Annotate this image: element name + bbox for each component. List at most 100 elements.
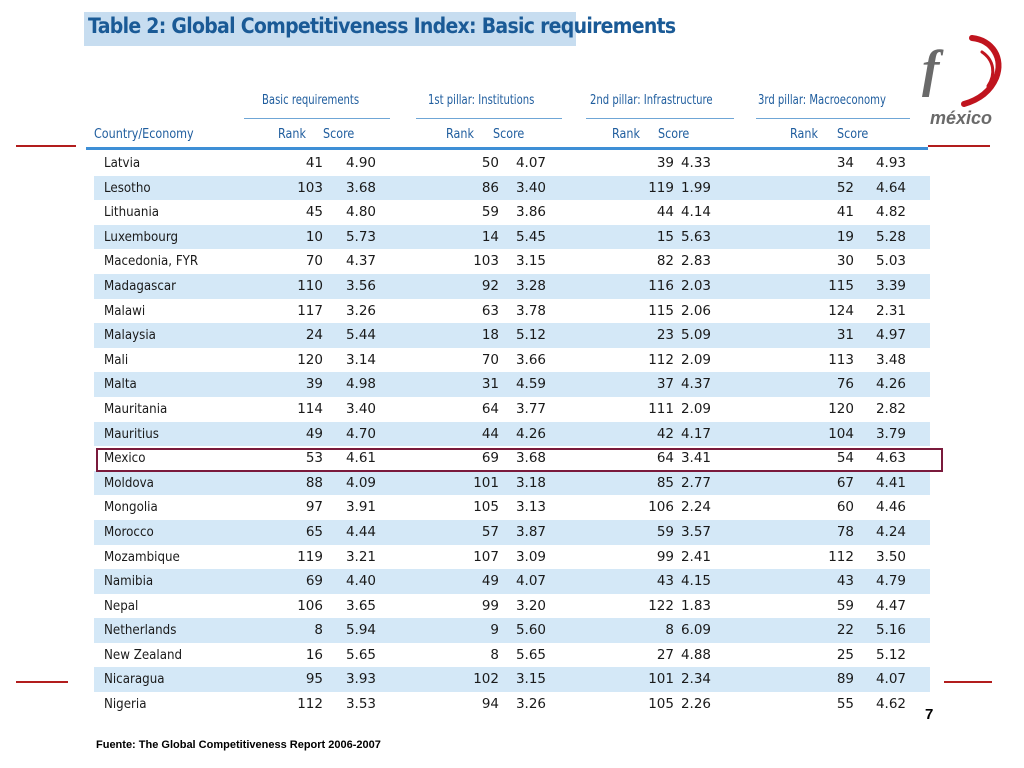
- score-cell: 4.15: [680, 573, 711, 590]
- rank-cell: 78: [836, 523, 854, 540]
- rank-cell: 69: [481, 450, 499, 467]
- score-cell: 2.03: [680, 277, 711, 294]
- title-background: [84, 12, 576, 46]
- score-cell: 4.70: [345, 425, 376, 442]
- table-row: Mexico 53 4.61 69 3.68 64 3.41 54 4.63: [94, 446, 930, 471]
- rank-cell: 44: [481, 425, 499, 442]
- table-row: Malaysia 24 5.44 18 5.12 23 5.09 31 4.97: [94, 323, 930, 348]
- rank-cell: 104: [828, 425, 854, 442]
- decor-line-bottom-right: [944, 681, 992, 683]
- score-cell: 2.82: [875, 400, 906, 417]
- score-cell: 2.83: [680, 253, 711, 270]
- rank-cell: 64: [656, 450, 674, 467]
- table-row: Mali 120 3.14 70 3.66 112 2.09 113 3.48: [94, 348, 930, 373]
- rank-cell: 16: [305, 646, 323, 663]
- table-row: Morocco 65 4.44 57 3.87 59 3.57 78 4.24: [94, 519, 930, 545]
- rank-cell: 97: [305, 499, 323, 516]
- score-cell: 2.06: [680, 302, 711, 319]
- score-cell: 4.26: [875, 376, 906, 393]
- score-cell: 5.03: [875, 253, 906, 270]
- rank-cell: 65: [305, 523, 323, 540]
- score-cell: 4.37: [680, 376, 711, 393]
- rank-cell: 63: [481, 302, 499, 319]
- score-cell: 4.26: [515, 425, 546, 442]
- rank-cell: 122: [648, 597, 674, 614]
- score-cell: 4.14: [680, 204, 711, 221]
- rank-cell: 106: [297, 597, 323, 614]
- country-name: Moldova: [104, 474, 154, 491]
- rank-header-basic: Rank: [278, 127, 306, 142]
- rank-cell: 82: [656, 253, 674, 270]
- rank-cell: 101: [473, 474, 499, 491]
- rank-cell: 120: [297, 351, 323, 368]
- country-name: Mexico: [104, 450, 146, 467]
- score-cell: 5.44: [345, 327, 376, 344]
- rank-cell: 23: [656, 327, 674, 344]
- rank-cell: 105: [648, 696, 674, 713]
- country-name: Nigeria: [104, 696, 147, 713]
- score-cell: 5.73: [345, 228, 376, 245]
- country-name: Mongolia: [104, 499, 158, 516]
- country-name: Madagascar: [104, 277, 177, 294]
- country-name: Macedonia, FYR: [104, 253, 199, 270]
- table-row: Latvia 41 4.90 50 4.07 39 4.33 34 4.93: [94, 151, 930, 176]
- rank-cell: 112: [648, 351, 674, 368]
- score-cell: 3.21: [345, 548, 376, 565]
- country-name: Malta: [104, 376, 137, 393]
- country-name: Namibia: [104, 573, 154, 590]
- score-cell: 3.40: [345, 400, 376, 417]
- score-cell: 1.83: [680, 597, 711, 614]
- source-note: Fuente: The Global Competitiveness Repor…: [96, 739, 381, 751]
- rank-cell: 101: [648, 671, 674, 688]
- rank-cell: 19: [836, 228, 854, 245]
- rank-cell: 41: [836, 204, 854, 221]
- score-cell: 3.26: [345, 302, 376, 319]
- table-row: Nepal 106 3.65 99 3.20 122 1.83 59 4.47: [94, 594, 930, 619]
- score-cell: 3.66: [515, 351, 546, 368]
- score-cell: 3.28: [515, 277, 546, 294]
- score-cell: 4.88: [680, 646, 711, 663]
- table-row: Mauritania 114 3.40 64 3.77 111 2.09 120 2.82: [94, 397, 930, 422]
- rank-cell: 70: [481, 351, 499, 368]
- data-table: Latvia 41 4.90 50 4.07 39 4.33 34 4.93 Lesotho 103…: [94, 151, 930, 717]
- rank-cell: 59: [836, 597, 854, 614]
- score-cell: 5.09: [680, 327, 711, 344]
- rank-cell: 102: [473, 671, 499, 688]
- group-header-macroeconomy: 3rd pillar: Macroeconomy: [758, 93, 886, 108]
- table-row: Netherlands 8 5.94 9 5.60 8 6.09 22 5.16: [94, 618, 930, 643]
- header-rule: [86, 147, 928, 150]
- score-cell: 4.07: [515, 155, 546, 171]
- score-cell: 4.79: [875, 573, 906, 590]
- country-name: New Zealand: [104, 646, 183, 663]
- score-cell: 4.33: [680, 155, 711, 171]
- rank-cell: 50: [481, 155, 499, 171]
- score-cell: 6.09: [680, 622, 711, 639]
- score-cell: 3.39: [875, 277, 906, 294]
- rank-cell: 120: [828, 400, 854, 417]
- score-cell: 3.14: [345, 351, 376, 368]
- rank-cell: 119: [297, 548, 323, 565]
- group-rule-macroeconomy: [756, 118, 910, 119]
- country-name: Mauritius: [104, 425, 159, 442]
- rank-cell: 116: [648, 277, 674, 294]
- score-cell: 3.79: [875, 425, 906, 442]
- rank-cell: 67: [836, 474, 854, 491]
- table-row: Madagascar 110 3.56 92 3.28 116 2.03 115 3.39: [94, 273, 930, 299]
- score-cell: 3.68: [345, 179, 376, 196]
- score-cell: 3.18: [515, 474, 546, 491]
- score-cell: 5.28: [875, 228, 906, 245]
- score-cell: 3.65: [345, 597, 376, 614]
- rank-cell: 18: [481, 327, 499, 344]
- score-cell: 4.07: [515, 573, 546, 590]
- score-cell: 5.65: [345, 646, 376, 663]
- rank-cell: 34: [836, 155, 854, 171]
- rank-cell: 117: [297, 302, 323, 319]
- rank-cell: 9: [490, 622, 499, 639]
- score-cell: 3.91: [345, 499, 376, 516]
- table-row: Lesotho 103 3.68 86 3.40 119 1.99 52 4.64: [94, 175, 930, 201]
- rank-cell: 105: [473, 499, 499, 516]
- rank-cell: 69: [305, 573, 323, 590]
- score-cell: 3.93: [345, 671, 376, 688]
- group-rule-basic: [244, 118, 390, 119]
- group-rule-infrastructure: [586, 118, 734, 119]
